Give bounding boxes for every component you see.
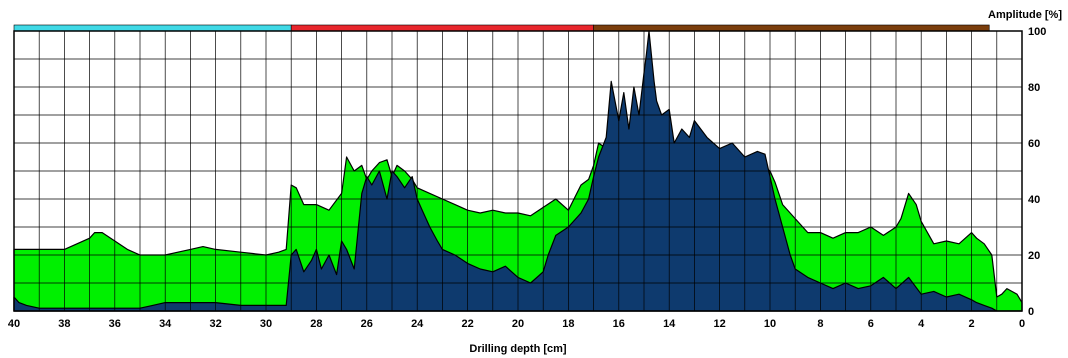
x-tick-label: 26: [361, 318, 373, 330]
x-tick-label: 22: [461, 318, 473, 330]
plot-frame: [13, 30, 1023, 312]
x-tick-label: 0: [1019, 318, 1025, 330]
y-tick-label: 80: [1028, 82, 1040, 94]
x-tick-label: 36: [109, 318, 121, 330]
x-tick-label: 20: [512, 318, 524, 330]
zone-bar-1: [290, 24, 594, 32]
y-tick-label: 100: [1028, 26, 1046, 38]
y-tick-label: 40: [1028, 194, 1040, 206]
x-tick-label: 28: [310, 318, 322, 330]
y-tick-label: 20: [1028, 250, 1040, 262]
grid-lines: [13, 30, 1023, 312]
x-axis-title: Drilling depth [cm]: [469, 343, 567, 355]
x-tick-label: 18: [562, 318, 574, 330]
x-tick-label: 30: [260, 318, 272, 330]
x-tick-label: 8: [817, 318, 823, 330]
x-tick-label: 12: [713, 318, 725, 330]
zone-bar-2: [593, 24, 990, 32]
x-tick-label: 24: [411, 318, 424, 330]
zone-bars: [13, 24, 990, 32]
y-axis-title: Amplitude [%]: [988, 9, 1062, 21]
y-tick-label: 0: [1028, 306, 1034, 318]
x-tick-label: 14: [663, 318, 676, 330]
x-tick-label: 4: [918, 318, 925, 330]
x-tick-label: 40: [8, 318, 20, 330]
x-tick-label: 38: [58, 318, 70, 330]
x-tick-label: 6: [868, 318, 874, 330]
y-tick-label: 60: [1028, 138, 1040, 150]
y-tick-labels: 0 20 40 60 80 100: [1028, 26, 1046, 318]
zone-bar-0: [13, 24, 292, 32]
x-tick-label: 34: [159, 318, 172, 330]
x-tick-label: 2: [969, 318, 975, 330]
x-tick-label: 10: [764, 318, 776, 330]
x-tick-label: 16: [613, 318, 625, 330]
x-tick-label: 32: [209, 318, 221, 330]
x-tick-labels: 40 38 36 34 32 30 28 26 24 22 20 18 16 14 12 10 8 6 4 2 0: [8, 318, 1025, 330]
